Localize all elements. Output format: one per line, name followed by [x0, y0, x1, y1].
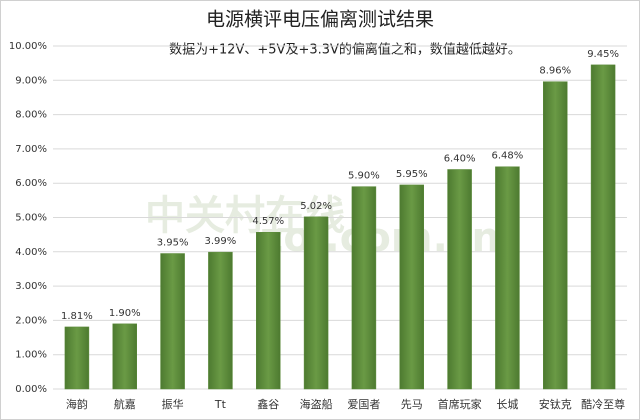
y-tick-label: 6.00% [15, 178, 47, 189]
value-label: 6.48% [492, 151, 524, 162]
x-tick-label: 鑫谷 [257, 397, 279, 411]
bar [399, 184, 424, 390]
x-tick-label: 安钛克 [539, 397, 572, 411]
y-tick-label: 5.00% [15, 213, 47, 224]
value-label: 3.95% [157, 238, 189, 249]
bar [590, 64, 616, 390]
y-tick-label: 2.00% [15, 315, 47, 326]
x-tick-label: 长城 [496, 398, 518, 411]
y-tick-label: 9.00% [15, 75, 47, 86]
x-tick-label: 海盗船 [300, 397, 333, 411]
bar [303, 216, 329, 390]
x-tick-label: 首席玩家 [438, 397, 482, 411]
x-tick-label: 海韵 [66, 397, 88, 411]
bar [256, 231, 281, 390]
value-label: 9.45% [587, 49, 619, 60]
chart-title: 电源横评电压偏离测试结果 [206, 9, 434, 31]
value-label: 8.96% [539, 66, 571, 77]
x-tick-label: Tt [214, 398, 227, 411]
y-tick-label: 0.00% [15, 384, 47, 395]
chart-subtitle: 数据为+12V、+5V及+3.3V的偏离值之和，数值越低越好。 [169, 42, 521, 58]
x-tick-label: 酷冷至尊 [581, 397, 625, 411]
y-tick-label: 10.00% [9, 41, 47, 52]
bar [160, 253, 185, 390]
x-tick-label: 航嘉 [114, 397, 136, 411]
y-tick-label: 4.00% [15, 247, 47, 258]
y-tick-label: 8.00% [15, 110, 47, 121]
y-tick-label: 3.00% [15, 281, 47, 292]
value-label: 1.81% [61, 311, 93, 322]
bar [64, 326, 90, 390]
value-label: 6.40% [444, 153, 476, 164]
x-tick-label: 爱国者 [347, 398, 380, 411]
bar [447, 169, 472, 390]
value-label: 5.90% [348, 171, 380, 182]
bar [208, 251, 233, 390]
value-label: 1.90% [109, 308, 141, 319]
x-tick-label: 振华 [162, 397, 184, 411]
value-label: 5.95% [396, 169, 428, 180]
value-label: 3.99% [205, 236, 237, 247]
value-label: 4.57% [252, 216, 284, 227]
y-tick-label: 7.00% [15, 144, 47, 155]
bar [495, 166, 520, 390]
bar [543, 81, 568, 390]
y-tick-label: 1.00% [15, 350, 47, 361]
bar [112, 323, 137, 390]
x-tick-label: 先马 [401, 398, 423, 411]
value-label: 5.02% [300, 201, 332, 212]
bar [351, 186, 377, 390]
